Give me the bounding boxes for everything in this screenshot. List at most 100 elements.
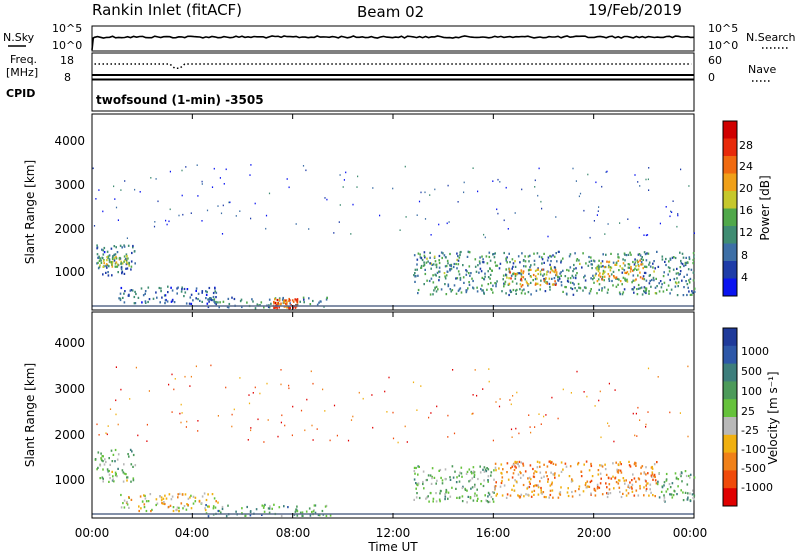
range-cell (313, 504, 316, 507)
range-cell (506, 493, 509, 496)
range-cell (553, 266, 556, 269)
range-cell (637, 181, 639, 183)
range-cell (160, 290, 162, 293)
range-cell (451, 486, 453, 489)
range-cell (681, 472, 683, 475)
range-cell (469, 479, 472, 482)
range-cell (318, 301, 320, 304)
range-cell (541, 268, 544, 271)
range-cell (274, 306, 276, 309)
range-cell (603, 279, 605, 282)
range-cell (198, 500, 201, 503)
range-cell (138, 509, 140, 513)
range-cell (110, 261, 113, 264)
range-cell (520, 493, 523, 496)
velocity-ytick-3000: 3000 (54, 382, 85, 396)
colorbar-swatch (723, 261, 737, 279)
range-cell (634, 174, 636, 176)
range-cell (598, 268, 600, 271)
range-cell (594, 494, 597, 497)
range-cell (210, 298, 213, 302)
range-cell (413, 469, 416, 473)
range-cell (449, 478, 452, 481)
range-cell (534, 283, 537, 286)
range-cell (559, 272, 561, 275)
range-cell (622, 477, 625, 480)
range-cell (140, 507, 142, 510)
range-cell (645, 178, 647, 181)
range-cell (661, 283, 663, 286)
range-cell (519, 476, 522, 479)
range-cell (583, 463, 585, 466)
power-cbar-tick-4: 4 (741, 271, 748, 284)
range-cell (457, 289, 460, 292)
range-cell (621, 267, 623, 270)
range-cell (294, 298, 296, 301)
range-cell (643, 472, 646, 475)
range-cell (147, 286, 150, 289)
range-cell (505, 274, 508, 277)
range-cell (247, 439, 249, 441)
range-cell (436, 405, 438, 408)
range-cell (526, 487, 528, 490)
range-cell (144, 497, 147, 500)
range-cell (155, 178, 157, 180)
range-cell (443, 272, 446, 275)
range-cell (457, 255, 459, 258)
range-cell (472, 394, 474, 396)
range-cell (492, 180, 494, 182)
range-cell (496, 264, 499, 267)
range-cell (435, 263, 438, 266)
range-cell (109, 463, 111, 466)
range-cell (602, 269, 605, 272)
range-cell (168, 220, 170, 223)
range-cell (671, 496, 674, 499)
range-cell (211, 186, 214, 188)
xtick-0400: 04:00 (175, 526, 210, 540)
range-cell (640, 260, 643, 264)
range-cell (153, 225, 156, 228)
range-cell (459, 251, 461, 254)
range-cell (312, 439, 314, 441)
range-cell (596, 485, 599, 488)
range-cell (467, 495, 470, 498)
range-cell (490, 281, 492, 285)
range-cell (259, 304, 261, 307)
range-cell (489, 273, 492, 276)
range-cell (482, 261, 485, 264)
range-cell (589, 290, 592, 293)
range-cell (114, 253, 117, 256)
range-cell (627, 273, 630, 276)
range-cell (239, 377, 241, 379)
range-cell (476, 499, 478, 502)
range-cell (596, 280, 599, 283)
range-cell (480, 270, 483, 273)
range-cell (424, 191, 426, 194)
range-cell (686, 483, 689, 486)
range-cell (308, 297, 310, 300)
range-cell (305, 169, 307, 172)
range-cell (278, 306, 280, 309)
range-cell (457, 263, 460, 266)
range-cell (505, 186, 507, 189)
range-cell (687, 492, 689, 495)
range-cell (492, 498, 494, 501)
range-cell (217, 301, 219, 304)
range-cell (574, 252, 576, 255)
range-cell (97, 256, 99, 259)
range-cell (206, 290, 208, 294)
range-cell (481, 255, 483, 258)
range-cell (453, 262, 456, 266)
range-cell (318, 514, 321, 517)
range-cell (658, 290, 661, 293)
range-cell (635, 462, 637, 465)
range-cell (692, 262, 694, 265)
range-cell (388, 376, 390, 379)
range-cell (292, 300, 295, 303)
range-cell (127, 453, 129, 456)
range-cell (117, 271, 119, 274)
range-cell (510, 428, 513, 431)
range-cell (612, 284, 614, 287)
range-cell (442, 252, 444, 255)
range-cell (494, 485, 497, 488)
